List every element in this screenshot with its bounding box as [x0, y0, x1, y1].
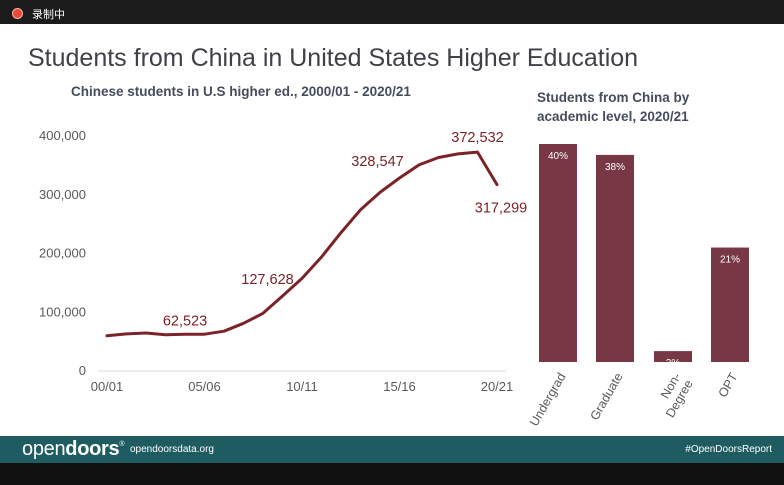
- bar-category-label: Non-Degree: [651, 370, 696, 420]
- bar-value-label: 38%: [605, 162, 625, 173]
- y-tick-label: 0: [79, 363, 86, 378]
- bar-value-label: 21%: [720, 255, 740, 266]
- slide-title: Students from China in United States Hig…: [28, 44, 639, 72]
- x-tick-label: 15/16: [383, 379, 416, 394]
- bar-opt: [711, 247, 749, 362]
- bar-undergrad: [539, 144, 577, 362]
- x-tick-label: 05/06: [188, 379, 221, 394]
- x-tick-label: 00/01: [91, 379, 124, 394]
- china-students-line: [105, 150, 499, 338]
- bar-graduate: [596, 154, 634, 362]
- opendoors-logo: opendoors®: [22, 438, 125, 460]
- x-tick-label: 20/21: [481, 379, 514, 394]
- bar-value-label: 2%: [666, 358, 681, 369]
- y-tick-label: 300,000: [39, 187, 86, 202]
- y-tick-label: 400,000: [39, 128, 86, 143]
- y-tick-label: 100,000: [39, 304, 86, 319]
- bar-category-label-line: Graduate: [587, 370, 625, 422]
- bar-non-degree: [654, 351, 692, 362]
- data-label: 317,299: [475, 201, 527, 217]
- bar-category-label-line: OPT: [716, 370, 741, 400]
- data-label: 372,532: [451, 130, 503, 146]
- data-label: 127,628: [241, 272, 293, 288]
- slide: Students from China in United States Hig…: [0, 24, 784, 436]
- y-tick-label: 200,000: [39, 246, 86, 261]
- bar-category-label-line: Undergrad: [527, 370, 569, 428]
- footer: opendoors® opendoorsdata.org #OpenDoorsR…: [0, 436, 784, 463]
- data-label: 328,547: [351, 154, 403, 170]
- bar-value-label: 40%: [548, 151, 568, 162]
- footer-hashtag: #OpenDoorsReport: [685, 444, 772, 455]
- recording-bar: 录制中: [0, 0, 784, 24]
- bar-category-label: Graduate: [587, 370, 625, 422]
- bar-category-label: OPT: [716, 370, 741, 400]
- x-tick-label: 10/11: [286, 379, 318, 394]
- footer-url: opendoorsdata.org: [130, 444, 214, 455]
- charts-canvas: 0 100,000 200,000 300,000 400,000 00/01 05/06 1…: [39, 128, 749, 429]
- bar-chart-title: Students from China by academic level, 2…: [537, 90, 690, 124]
- line-chart-title: Chinese students in U.S higher ed., 2000…: [71, 84, 411, 99]
- bottom-bar: [0, 463, 784, 485]
- data-label: 62,523: [163, 313, 207, 329]
- record-icon: [12, 8, 23, 19]
- recording-label: 录制中: [32, 8, 65, 21]
- bar-category-label: Undergrad: [527, 370, 569, 428]
